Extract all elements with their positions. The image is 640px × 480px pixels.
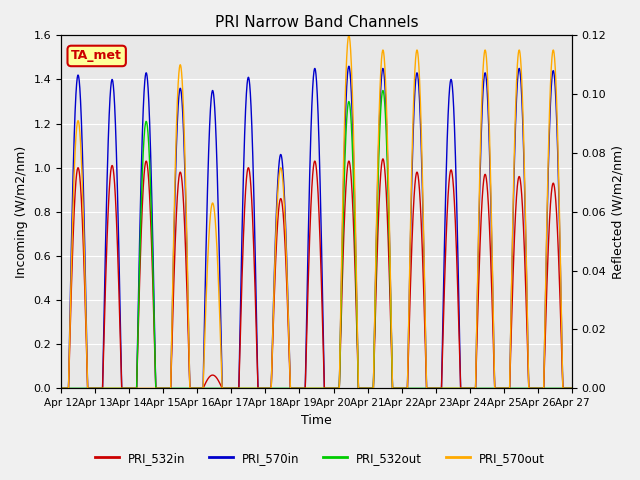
- Legend: PRI_532in, PRI_570in, PRI_532out, PRI_570out: PRI_532in, PRI_570in, PRI_532out, PRI_57…: [90, 447, 550, 469]
- X-axis label: Time: Time: [301, 414, 332, 427]
- Title: PRI Narrow Band Channels: PRI Narrow Band Channels: [214, 15, 419, 30]
- Y-axis label: Incoming (W/m2/nm): Incoming (W/m2/nm): [15, 146, 28, 278]
- Text: TA_met: TA_met: [71, 49, 122, 62]
- Y-axis label: Reflected (W/m2/nm): Reflected (W/m2/nm): [612, 145, 625, 279]
